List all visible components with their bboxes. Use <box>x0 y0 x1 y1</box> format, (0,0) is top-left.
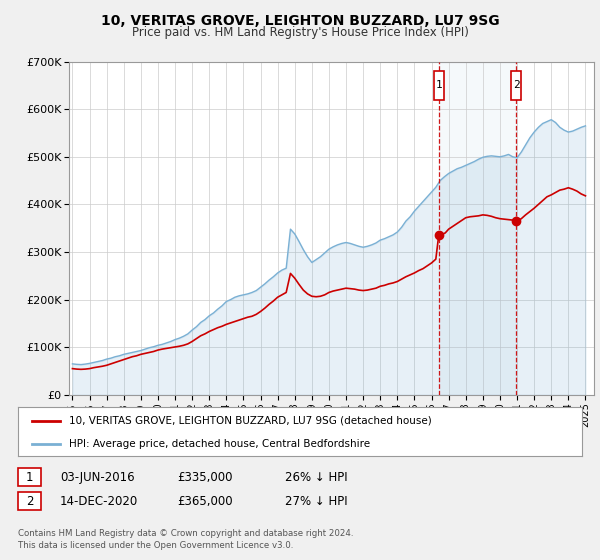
Text: 2: 2 <box>513 81 520 90</box>
Text: 10, VERITAS GROVE, LEIGHTON BUZZARD, LU7 9SG: 10, VERITAS GROVE, LEIGHTON BUZZARD, LU7… <box>101 14 499 28</box>
Text: £335,000: £335,000 <box>177 470 233 484</box>
Text: 14-DEC-2020: 14-DEC-2020 <box>60 494 138 508</box>
Text: 1: 1 <box>436 81 442 90</box>
Text: This data is licensed under the Open Government Licence v3.0.: This data is licensed under the Open Gov… <box>18 541 293 550</box>
Text: Price paid vs. HM Land Registry's House Price Index (HPI): Price paid vs. HM Land Registry's House … <box>131 26 469 39</box>
Text: 10, VERITAS GROVE, LEIGHTON BUZZARD, LU7 9SG (detached house): 10, VERITAS GROVE, LEIGHTON BUZZARD, LU7… <box>69 416 431 426</box>
Text: HPI: Average price, detached house, Central Bedfordshire: HPI: Average price, detached house, Cent… <box>69 439 370 449</box>
Text: £365,000: £365,000 <box>177 494 233 508</box>
Text: 2: 2 <box>26 494 33 508</box>
Bar <box>434 71 443 100</box>
Text: 27% ↓ HPI: 27% ↓ HPI <box>285 494 347 508</box>
Text: Contains HM Land Registry data © Crown copyright and database right 2024.: Contains HM Land Registry data © Crown c… <box>18 529 353 538</box>
Text: 26% ↓ HPI: 26% ↓ HPI <box>285 470 347 484</box>
Text: 1: 1 <box>26 470 33 484</box>
Bar <box>511 71 521 100</box>
Bar <box>439 62 516 395</box>
Text: 03-JUN-2016: 03-JUN-2016 <box>60 470 134 484</box>
